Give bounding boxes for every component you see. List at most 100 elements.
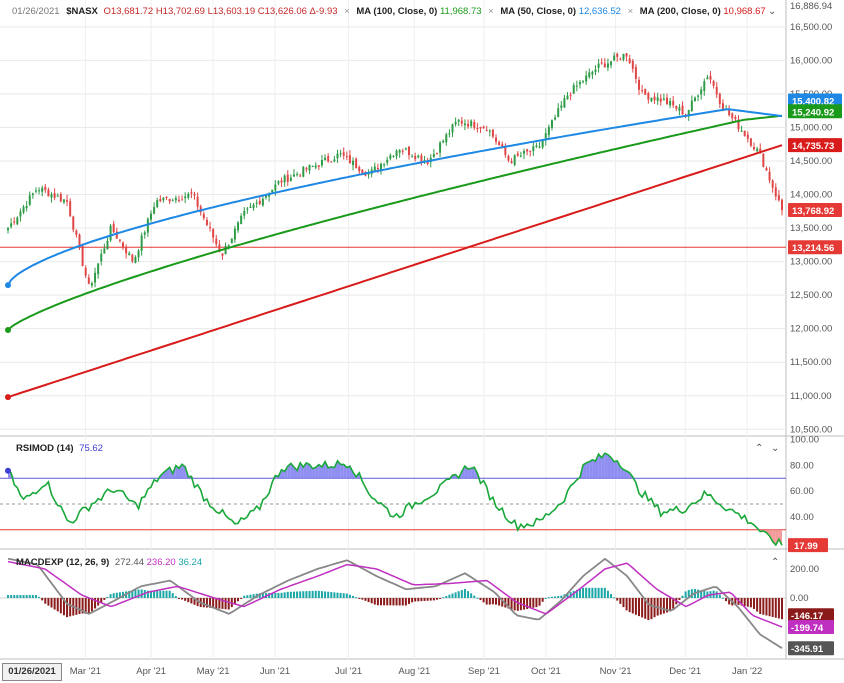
candle-body — [619, 58, 622, 60]
rsi-overbought-fill — [182, 464, 186, 479]
candle-body — [650, 97, 653, 102]
candle-body — [423, 160, 426, 162]
candle-body — [13, 221, 16, 223]
candle-body — [762, 153, 765, 167]
price-tick-label: 15,000.00 — [790, 122, 832, 133]
candle-body — [327, 156, 330, 162]
macd-histogram-bar — [476, 597, 479, 599]
candle-body — [572, 85, 575, 94]
macd-histogram-bar — [529, 597, 532, 609]
macd-histogram-bar — [100, 597, 103, 603]
macd-histogram-bar — [156, 590, 159, 598]
macd-histogram-bar — [78, 597, 81, 615]
macd-value-tag-text: -199.74 — [791, 623, 824, 634]
legend-symbol: $NASX — [66, 6, 98, 17]
rsi-overbought-fill — [175, 465, 179, 479]
macd-signal-value: 236.20 — [146, 557, 176, 568]
rsi-tick-label: 100.00 — [790, 435, 819, 446]
rsi-overbought-fill — [607, 454, 612, 479]
candle-body — [7, 228, 9, 231]
candle-body — [386, 159, 389, 163]
candle-body — [90, 283, 93, 286]
candle-body — [498, 141, 501, 146]
candle-body — [56, 195, 59, 197]
price-value-tag-text: 15,240.92 — [792, 107, 834, 118]
macd-histogram-bar — [81, 597, 84, 614]
x-tick-label: Apr '21 — [136, 666, 166, 677]
candle-body — [41, 187, 44, 192]
candle-body — [261, 198, 264, 206]
macd-histogram-bar — [634, 597, 637, 615]
macd-histogram-bar — [578, 588, 581, 598]
chevron-down-icon[interactable]: ⌄ — [771, 443, 780, 454]
price-tick-label: 14,500.00 — [790, 156, 832, 167]
macd-histogram-bar — [358, 597, 361, 599]
macd-histogram-bar — [286, 591, 289, 598]
macd-histogram-bar — [320, 591, 323, 598]
candle-body — [125, 247, 128, 254]
rsi-overbought-fill — [611, 457, 615, 479]
macd-histogram-bar — [616, 597, 619, 601]
candle-body — [308, 165, 311, 171]
candle-body — [529, 150, 532, 152]
candle-body — [613, 55, 616, 61]
rsi-value-tag — [788, 538, 828, 553]
candle-body — [143, 232, 146, 235]
macd-histogram-bar — [463, 588, 466, 598]
legend-ma200-label: MA (200, Close, 0) — [639, 6, 721, 17]
macd-histogram-bar — [184, 597, 187, 601]
macd-histogram-bar — [75, 597, 78, 615]
macd-histogram-bar — [87, 597, 90, 614]
candle-body — [610, 61, 613, 66]
macd-histogram-bar — [246, 595, 249, 598]
macd-histogram-bar — [513, 597, 516, 611]
candle-body — [289, 177, 292, 182]
candle-body — [697, 95, 700, 97]
macd-histogram-bar — [411, 597, 414, 603]
candle-body — [495, 137, 498, 142]
candle-body — [781, 199, 783, 211]
macd-histogram-bar — [768, 597, 771, 617]
macd-histogram-bar — [725, 597, 728, 602]
candle-body — [34, 190, 37, 192]
candle-body — [631, 60, 634, 69]
macd-histogram-bar — [638, 597, 641, 617]
candle-body — [516, 153, 519, 156]
candle-body — [333, 159, 336, 162]
ma50-line-start-dot — [5, 282, 11, 289]
candle-body — [184, 196, 187, 199]
candle-body — [389, 155, 392, 159]
candle-body — [187, 193, 190, 198]
candle-body — [274, 184, 277, 191]
macd-histogram-bar — [404, 597, 407, 606]
candle-body — [777, 195, 780, 201]
macd-histogram-bar — [585, 587, 588, 598]
price-tick-label: 11,500.00 — [790, 357, 832, 368]
macd-line — [7, 557, 783, 649]
candle-body — [237, 222, 240, 231]
candle-body — [296, 174, 299, 176]
chevron-up-icon[interactable]: ⌃ — [771, 557, 780, 568]
candle-body — [554, 117, 557, 120]
chevron-down-icon[interactable]: ⌄ — [768, 6, 777, 17]
macd-histogram-bar — [622, 597, 625, 608]
rsi-start-dot — [5, 467, 11, 474]
candle-body — [662, 98, 665, 101]
rsi-overbought-fill — [315, 464, 319, 479]
chevron-up-icon[interactable]: ⌃ — [755, 443, 764, 454]
candle-body — [128, 253, 131, 256]
candle-body — [115, 231, 118, 239]
candle-body — [420, 155, 423, 162]
macd-label: MACDEXP (12, 26, 9) — [16, 557, 110, 568]
macd-histogram-bar — [749, 597, 752, 608]
macd-histogram-bar — [153, 590, 156, 598]
rsi-overbought-fill — [614, 460, 618, 479]
candle-body — [647, 93, 650, 100]
candle-body — [718, 93, 721, 104]
macd-histogram-bar — [355, 597, 358, 599]
macd-histogram-bar — [395, 597, 398, 606]
candle-body — [519, 155, 522, 157]
price-value-tag-text: 13,768.92 — [792, 206, 834, 217]
